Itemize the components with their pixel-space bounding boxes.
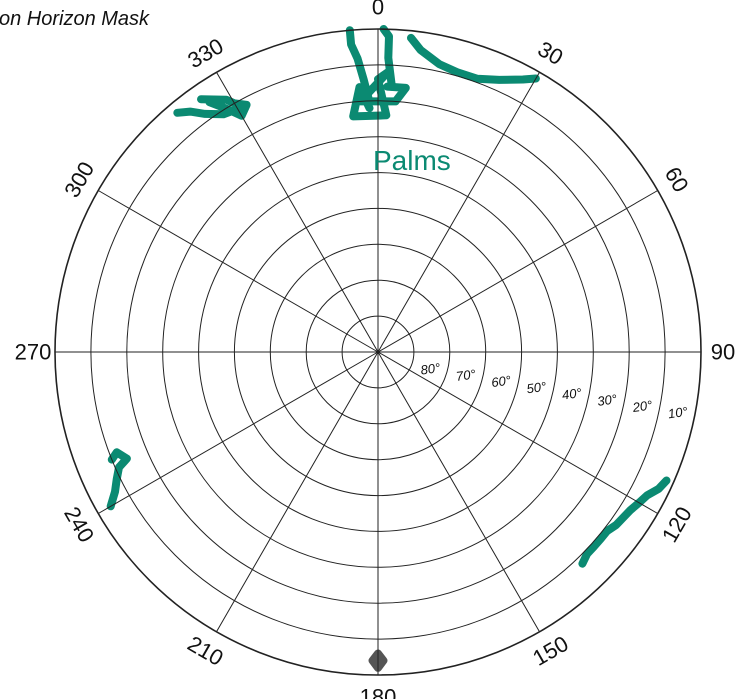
azimuth-label-180: 180 xyxy=(360,685,397,699)
azimuth-label-90: 90 xyxy=(711,340,735,365)
elevation-label-60: 60° xyxy=(490,373,512,391)
azimuth-spoke-240 xyxy=(98,351,379,514)
chart-title: on Horizon Mask xyxy=(0,8,150,30)
azimuth-label-330: 330 xyxy=(183,33,227,73)
azimuth-label-30: 30 xyxy=(534,36,568,70)
polar-grid xyxy=(54,28,702,676)
azimuth-label-240: 240 xyxy=(59,502,99,546)
elevation-label-30: 30° xyxy=(596,391,618,409)
elevation-label-70: 70° xyxy=(455,366,477,384)
elevation-label-40: 40° xyxy=(561,385,583,403)
azimuth-spoke-330 xyxy=(216,72,379,353)
azimuth-label-0: 0 xyxy=(372,0,384,20)
horizon-obstruction-3 xyxy=(407,33,540,84)
horizon-obstruction-7 xyxy=(106,448,131,511)
horizon-obstruction-5 xyxy=(173,103,247,119)
elevation-label-10: 10° xyxy=(667,404,689,422)
azimuth-spoke-30 xyxy=(377,72,540,353)
azimuth-label-60: 60 xyxy=(660,163,694,197)
series-layer xyxy=(106,25,671,672)
horizon-obstruction-0 xyxy=(345,26,374,105)
annotation-palms: Palms xyxy=(373,145,451,176)
azimuth-label-300: 300 xyxy=(59,157,99,201)
azimuth-label-270: 270 xyxy=(15,340,52,365)
azimuth-spoke-210 xyxy=(216,351,379,632)
elevation-label-80: 80° xyxy=(420,360,442,378)
azimuth-spoke-300 xyxy=(98,190,379,353)
azimuth-spoke-150 xyxy=(377,351,540,632)
azimuth-label-120: 120 xyxy=(657,502,697,546)
azimuth-label-210: 210 xyxy=(183,631,227,671)
azimuth-label-150: 150 xyxy=(528,631,572,671)
elevation-label-20: 20° xyxy=(631,397,654,415)
elevation-label-50: 50° xyxy=(526,379,548,397)
horizon-obstruction-6 xyxy=(578,476,671,568)
azimuth-spoke-60 xyxy=(377,190,658,353)
azimuth-spoke-120 xyxy=(377,351,658,514)
